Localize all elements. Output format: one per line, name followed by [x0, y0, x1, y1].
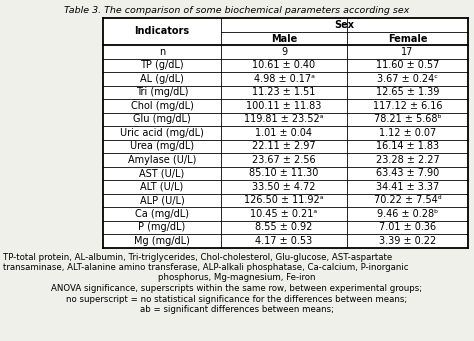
Text: 3.39 ± 0.22: 3.39 ± 0.22: [379, 236, 436, 246]
Text: Female: Female: [388, 33, 427, 44]
Text: 78.21 ± 5.68ᵇ: 78.21 ± 5.68ᵇ: [374, 114, 441, 124]
Text: Tri (mg/dL): Tri (mg/dL): [136, 87, 188, 97]
Text: 23.28 ± 2.27: 23.28 ± 2.27: [375, 155, 439, 165]
Text: 10.61 ± 0.40: 10.61 ± 0.40: [253, 60, 316, 70]
Text: 22.11 ± 2.97: 22.11 ± 2.97: [252, 141, 316, 151]
Bar: [103, 18, 468, 248]
Text: ANOVA significance, superscripts within the same row, between experimental group: ANOVA significance, superscripts within …: [52, 284, 422, 293]
Text: 16.14 ± 1.83: 16.14 ± 1.83: [376, 141, 439, 151]
Text: Ca (mg/dL): Ca (mg/dL): [135, 209, 189, 219]
Text: AL (g/dL): AL (g/dL): [140, 74, 184, 84]
Text: ALT (U/L): ALT (U/L): [140, 182, 183, 192]
Text: 100.11 ± 11.83: 100.11 ± 11.83: [246, 101, 322, 111]
Text: TP (g/dL): TP (g/dL): [140, 60, 184, 70]
Text: ab = significant differences between means;: ab = significant differences between mea…: [140, 305, 334, 314]
Text: 33.50 ± 4.72: 33.50 ± 4.72: [252, 182, 316, 192]
Text: 1.01 ± 0.04: 1.01 ± 0.04: [255, 128, 312, 138]
Text: 34.41 ± 3.37: 34.41 ± 3.37: [376, 182, 439, 192]
Text: 4.17 ± 0.53: 4.17 ± 0.53: [255, 236, 313, 246]
Text: phosphorus, Mg-magnesium, Fe-iron: phosphorus, Mg-magnesium, Fe-iron: [158, 273, 316, 282]
Text: 85.10 ± 11.30: 85.10 ± 11.30: [249, 168, 319, 178]
Text: 119.81 ± 23.52ᵃ: 119.81 ± 23.52ᵃ: [244, 114, 324, 124]
Text: Mg (mg/dL): Mg (mg/dL): [134, 236, 190, 246]
Text: 8.55 ± 0.92: 8.55 ± 0.92: [255, 222, 313, 232]
Text: Indicators: Indicators: [135, 27, 190, 36]
Text: Chol (mg/dL): Chol (mg/dL): [130, 101, 193, 111]
Text: 10.45 ± 0.21ᵃ: 10.45 ± 0.21ᵃ: [250, 209, 318, 219]
Text: 12.65 ± 1.39: 12.65 ± 1.39: [376, 87, 439, 97]
Text: 9: 9: [281, 47, 287, 57]
Text: 63.43 ± 7.90: 63.43 ± 7.90: [376, 168, 439, 178]
Text: 17: 17: [401, 47, 414, 57]
Text: Urea (mg/dL): Urea (mg/dL): [130, 141, 194, 151]
Text: Glu (mg/dL): Glu (mg/dL): [133, 114, 191, 124]
Text: Male: Male: [271, 33, 297, 44]
Text: Sex: Sex: [335, 20, 355, 30]
Text: Uric acid (mg/dL): Uric acid (mg/dL): [120, 128, 204, 138]
Text: 4.98 ± 0.17ᵃ: 4.98 ± 0.17ᵃ: [254, 74, 314, 84]
Text: 23.67 ± 2.56: 23.67 ± 2.56: [252, 155, 316, 165]
Text: 11.23 ± 1.51: 11.23 ± 1.51: [252, 87, 316, 97]
Text: P (mg/dL): P (mg/dL): [138, 222, 186, 232]
Text: ALP (U/L): ALP (U/L): [140, 195, 184, 205]
Text: 126.50 ± 11.92ᵃ: 126.50 ± 11.92ᵃ: [244, 195, 324, 205]
Text: Table 3. The comparison of some biochemical parameters according sex: Table 3. The comparison of some biochemi…: [64, 6, 410, 15]
Text: n: n: [159, 47, 165, 57]
Text: 70.22 ± 7.54ᵈ: 70.22 ± 7.54ᵈ: [374, 195, 441, 205]
Text: 11.60 ± 0.57: 11.60 ± 0.57: [376, 60, 439, 70]
Text: no superscript = no statistical significance for the differences between means;: no superscript = no statistical signific…: [66, 295, 408, 303]
Text: 117.12 ± 6.16: 117.12 ± 6.16: [373, 101, 442, 111]
Text: 1.12 ± 0.07: 1.12 ± 0.07: [379, 128, 436, 138]
Text: Amylase (U/L): Amylase (U/L): [128, 155, 196, 165]
Text: 7.01 ± 0.36: 7.01 ± 0.36: [379, 222, 436, 232]
Text: 3.67 ± 0.24ᶜ: 3.67 ± 0.24ᶜ: [377, 74, 438, 84]
Text: AST (U/L): AST (U/L): [139, 168, 185, 178]
Text: TP-total protein, AL-albumin, Tri-triglycerides, Chol-cholesterol, Glu-glucose, : TP-total protein, AL-albumin, Tri-trigly…: [3, 252, 392, 262]
Text: 9.46 ± 0.28ᵇ: 9.46 ± 0.28ᵇ: [377, 209, 438, 219]
Text: transaminase, ALT-alanine amino transferase, ALP-alkali phosphatase, Ca-calcium,: transaminase, ALT-alanine amino transfer…: [3, 263, 409, 272]
